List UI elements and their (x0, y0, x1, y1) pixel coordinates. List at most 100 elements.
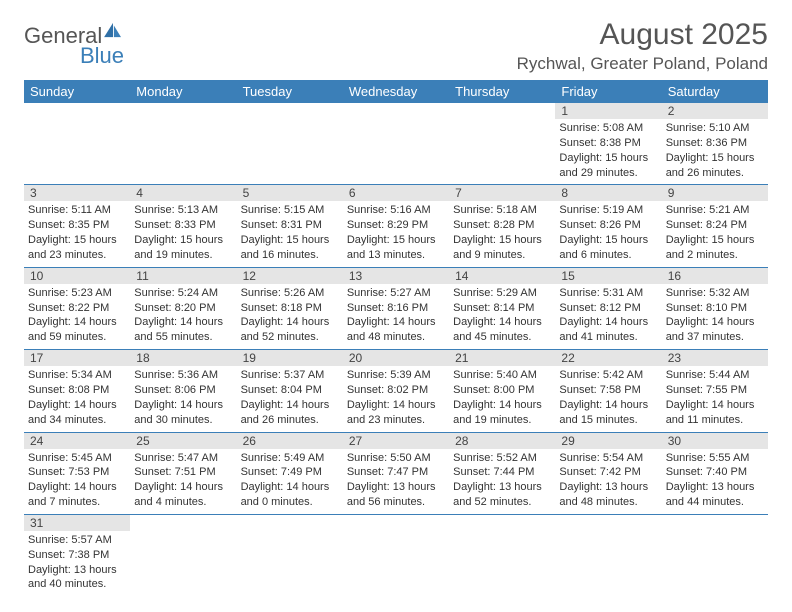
calendar-cell: 14 Sunrise: 5:29 AMSunset: 8:14 PMDayligh… (449, 267, 555, 349)
day-number: 22 (555, 350, 661, 366)
day-number: 28 (449, 433, 555, 449)
calendar-cell: 20Sunrise: 5:39 AMSunset: 8:02 PMDayligh… (343, 350, 449, 432)
day-details: Sunrise: 5:32 AMSunset: 8:10 PMDaylight:… (666, 286, 764, 345)
calendar-cell: 25 Sunrise: 5:47 AMSunset: 7:51 PMDayligh… (130, 432, 236, 514)
calendar-cell: 11 Sunrise: 5:24 AMSunset: 8:20 PMDayligh… (130, 267, 236, 349)
calendar-cell: 2Sunrise: 5:10 AMSunset: 8:36 PMDaylight… (662, 103, 768, 185)
calendar-cell: 22Sunrise: 5:42 AMSunset: 7:58 PMDayligh… (555, 350, 661, 432)
calendar-cell: 12Sunrise: 5:26 AMSunset: 8:18 PMDayligh… (237, 267, 343, 349)
day-details: Sunrise: 5:34 AMSunset: 8:08 PMDaylight:… (28, 368, 126, 427)
day-details: Sunrise: 5:31 AMSunset: 8:12 PMDaylight:… (559, 286, 657, 345)
calendar-row: 24 Sunrise: 5:45 AMSunset: 7:53 PMDayligh… (24, 432, 768, 514)
day-details: Sunrise: 5:49 AMSunset: 7:49 PMDaylight:… (241, 451, 339, 510)
day-number: 1 (555, 103, 661, 119)
day-header: Monday (130, 80, 236, 103)
calendar-cell: 23 Sunrise: 5:44 AMSunset: 7:55 PMDayligh… (662, 350, 768, 432)
calendar-cell-empty (343, 103, 449, 185)
day-details: Sunrise: 5:37 AMSunset: 8:04 PMDaylight:… (241, 368, 339, 427)
calendar-cell: 16Sunrise: 5:32 AMSunset: 8:10 PMDayligh… (662, 267, 768, 349)
calendar-cell: 15Sunrise: 5:31 AMSunset: 8:12 PMDayligh… (555, 267, 661, 349)
day-header: Sunday (24, 80, 130, 103)
day-details: Sunrise: 5:11 AMSunset: 8:35 PMDaylight:… (28, 203, 126, 262)
calendar-row: 17 Sunrise: 5:34 AMSunset: 8:08 PMDayligh… (24, 350, 768, 432)
day-number: 5 (237, 185, 343, 201)
day-details: Sunrise: 5:45 AMSunset: 7:53 PMDaylight:… (28, 451, 126, 510)
header: GeneralBlue August 2025 Rychwal, Greater… (24, 18, 768, 74)
logo-sail-icon (103, 22, 123, 38)
calendar-cell: 18 Sunrise: 5:36 AMSunset: 8:06 PMDayligh… (130, 350, 236, 432)
day-number: 19 (237, 350, 343, 366)
day-number: 13 (343, 268, 449, 284)
day-number: 6 (343, 185, 449, 201)
day-header: Thursday (449, 80, 555, 103)
calendar-cell: 9Sunrise: 5:21 AMSunset: 8:24 PMDaylight… (662, 185, 768, 267)
day-number: 8 (555, 185, 661, 201)
day-details: Sunrise: 5:55 AMSunset: 7:40 PMDaylight:… (666, 451, 764, 510)
day-number: 23 (662, 350, 768, 366)
day-details: Sunrise: 5:47 AMSunset: 7:51 PMDaylight:… (134, 451, 232, 510)
day-header: Friday (555, 80, 661, 103)
day-number: 7 (449, 185, 555, 201)
calendar-cell-empty (237, 514, 343, 596)
day-number: 11 (130, 268, 236, 284)
day-header: Tuesday (237, 80, 343, 103)
calendar-cell: 5Sunrise: 5:15 AMSunset: 8:31 PMDaylight… (237, 185, 343, 267)
calendar-cell: 4Sunrise: 5:13 AMSunset: 8:33 PMDaylight… (130, 185, 236, 267)
calendar-cell: 24 Sunrise: 5:45 AMSunset: 7:53 PMDayligh… (24, 432, 130, 514)
calendar-cell: 30 Sunrise: 5:55 AMSunset: 7:40 PMDayligh… (662, 432, 768, 514)
day-details: Sunrise: 5:50 AMSunset: 7:47 PMDaylight:… (347, 451, 445, 510)
calendar-cell: 21Sunrise: 5:40 AMSunset: 8:00 PMDayligh… (449, 350, 555, 432)
day-details: Sunrise: 5:27 AMSunset: 8:16 PMDaylight:… (347, 286, 445, 345)
day-number: 25 (130, 433, 236, 449)
day-number: 3 (24, 185, 130, 201)
calendar-cell-empty (449, 514, 555, 596)
day-details: Sunrise: 5:29 AMSunset: 8:14 PMDaylight:… (453, 286, 551, 345)
calendar-cell-empty (343, 514, 449, 596)
calendar-cell: 7 Sunrise: 5:18 AMSunset: 8:28 PMDaylight… (449, 185, 555, 267)
day-details: Sunrise: 5:10 AMSunset: 8:36 PMDaylight:… (666, 121, 764, 180)
day-details: Sunrise: 5:44 AMSunset: 7:55 PMDaylight:… (666, 368, 764, 427)
day-number: 26 (237, 433, 343, 449)
calendar-cell: 1Sunrise: 5:08 AMSunset: 8:38 PMDaylight… (555, 103, 661, 185)
day-details: Sunrise: 5:52 AMSunset: 7:44 PMDaylight:… (453, 451, 551, 510)
day-number: 24 (24, 433, 130, 449)
calendar-cell-empty (662, 514, 768, 596)
calendar-cell-empty (555, 514, 661, 596)
day-number: 18 (130, 350, 236, 366)
day-details: Sunrise: 5:23 AMSunset: 8:22 PMDaylight:… (28, 286, 126, 345)
day-number: 17 (24, 350, 130, 366)
calendar-cell-empty (449, 103, 555, 185)
day-details: Sunrise: 5:39 AMSunset: 8:02 PMDaylight:… (347, 368, 445, 427)
day-details: Sunrise: 5:54 AMSunset: 7:42 PMDaylight:… (559, 451, 657, 510)
calendar-row: 31Sunrise: 5:57 AMSunset: 7:38 PMDayligh… (24, 514, 768, 596)
calendar-cell: 6 Sunrise: 5:16 AMSunset: 8:29 PMDaylight… (343, 185, 449, 267)
month-title: August 2025 (517, 18, 768, 52)
day-details: Sunrise: 5:16 AMSunset: 8:29 PMDaylight:… (347, 203, 445, 262)
calendar-cell: 10Sunrise: 5:23 AMSunset: 8:22 PMDayligh… (24, 267, 130, 349)
day-number: 14 (449, 268, 555, 284)
calendar-cell-empty (237, 103, 343, 185)
logo: GeneralBlue (24, 18, 124, 66)
day-details: Sunrise: 5:24 AMSunset: 8:20 PMDaylight:… (134, 286, 232, 345)
calendar-cell: 27Sunrise: 5:50 AMSunset: 7:47 PMDayligh… (343, 432, 449, 514)
day-details: Sunrise: 5:26 AMSunset: 8:18 PMDaylight:… (241, 286, 339, 345)
day-details: Sunrise: 5:18 AMSunset: 8:28 PMDaylight:… (453, 203, 551, 262)
day-header-row: SundayMondayTuesdayWednesdayThursdayFrid… (24, 80, 768, 103)
title-block: August 2025 Rychwal, Greater Poland, Pol… (517, 18, 768, 74)
calendar-table: SundayMondayTuesdayWednesdayThursdayFrid… (24, 80, 768, 596)
calendar-cell: 31Sunrise: 5:57 AMSunset: 7:38 PMDayligh… (24, 514, 130, 596)
calendar-cell-empty (130, 514, 236, 596)
calendar-row: 1Sunrise: 5:08 AMSunset: 8:38 PMDaylight… (24, 103, 768, 185)
calendar-row: 3 Sunrise: 5:11 AMSunset: 8:35 PMDaylight… (24, 185, 768, 267)
day-details: Sunrise: 5:36 AMSunset: 8:06 PMDaylight:… (134, 368, 232, 427)
calendar-cell: 17 Sunrise: 5:34 AMSunset: 8:08 PMDayligh… (24, 350, 130, 432)
day-details: Sunrise: 5:19 AMSunset: 8:26 PMDaylight:… (559, 203, 657, 262)
calendar-cell: 29 Sunrise: 5:54 AMSunset: 7:42 PMDayligh… (555, 432, 661, 514)
day-number: 29 (555, 433, 661, 449)
day-number: 30 (662, 433, 768, 449)
calendar-cell: 28 Sunrise: 5:52 AMSunset: 7:44 PMDayligh… (449, 432, 555, 514)
location: Rychwal, Greater Poland, Poland (517, 54, 768, 74)
calendar-cell: 26 Sunrise: 5:49 AMSunset: 7:49 PMDayligh… (237, 432, 343, 514)
calendar-cell-empty (130, 103, 236, 185)
day-details: Sunrise: 5:40 AMSunset: 8:00 PMDaylight:… (453, 368, 551, 427)
